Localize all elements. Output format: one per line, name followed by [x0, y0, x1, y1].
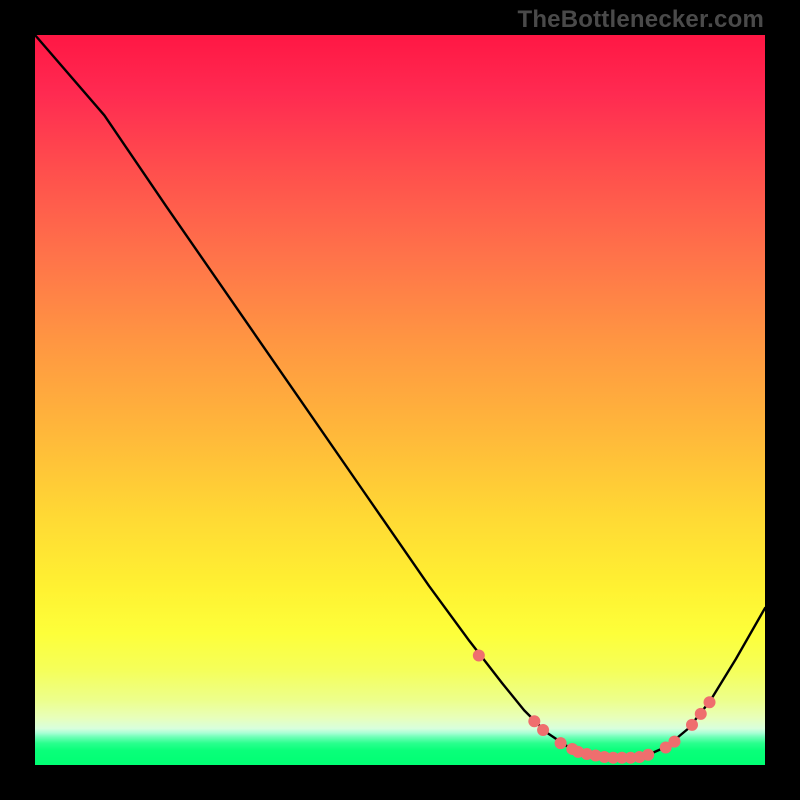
- data-marker: [695, 708, 707, 720]
- data-marker: [686, 719, 698, 731]
- chart-container: TheBottlenecker.com: [0, 0, 800, 800]
- watermark-text: TheBottlenecker.com: [517, 6, 764, 34]
- data-marker: [473, 650, 485, 662]
- data-marker: [668, 736, 680, 748]
- plot-area: [35, 35, 765, 765]
- data-marker: [555, 737, 567, 749]
- data-marker: [528, 715, 540, 727]
- data-marker: [642, 749, 654, 761]
- marker-group: [473, 650, 716, 764]
- data-marker: [537, 724, 549, 736]
- main-curve: [35, 35, 765, 758]
- data-marker: [704, 696, 716, 708]
- curve-layer: [35, 35, 765, 765]
